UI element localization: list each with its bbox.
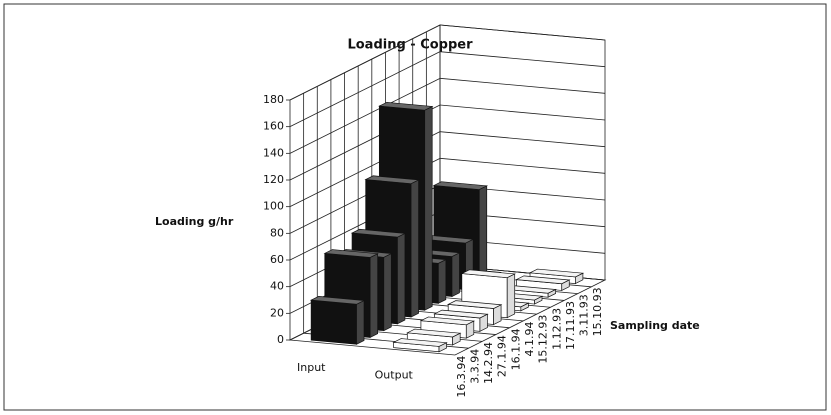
x-tick-label: Input bbox=[297, 361, 326, 374]
z-tick-label: 1.12.93 bbox=[550, 308, 563, 350]
bar-side bbox=[478, 185, 488, 284]
bar-side bbox=[397, 232, 406, 325]
x-tick-label: Output bbox=[375, 368, 414, 381]
grid-line bbox=[289, 51, 441, 128]
bar-top bbox=[433, 309, 489, 319]
grid-line bbox=[439, 77, 606, 94]
bar bbox=[392, 338, 448, 353]
bar-side bbox=[410, 179, 419, 318]
frame bbox=[3, 3, 827, 411]
bar bbox=[309, 296, 366, 345]
y-tick-label: 180 bbox=[263, 93, 284, 106]
y-tick-label: 80 bbox=[270, 226, 284, 239]
bar-top bbox=[350, 228, 407, 238]
z-tick-label: 15.12.93 bbox=[537, 315, 550, 364]
bar-top bbox=[406, 328, 462, 338]
y-tick-label: 140 bbox=[263, 146, 284, 159]
bar-side bbox=[424, 105, 433, 311]
y-tick-label: 120 bbox=[263, 173, 284, 186]
bar-top bbox=[419, 316, 476, 326]
bar-top bbox=[460, 269, 516, 279]
z-tick-label: 27.1.94 bbox=[496, 335, 509, 377]
z-tick-label: 14.2.94 bbox=[482, 342, 495, 384]
bar-top bbox=[392, 338, 448, 347]
chart-title: Loading - Copper bbox=[347, 38, 473, 53]
bar-top bbox=[364, 175, 420, 185]
bar-top bbox=[446, 300, 503, 309]
bar-top bbox=[323, 249, 379, 258]
bar-top bbox=[432, 181, 489, 190]
y-tick-label: 100 bbox=[263, 200, 284, 213]
grid-line bbox=[289, 24, 441, 101]
z-tick-label: 4.1.94 bbox=[523, 322, 536, 357]
y-tick-label: 160 bbox=[263, 120, 284, 133]
grid-line bbox=[289, 77, 441, 154]
z-tick-label: 17.11.93 bbox=[564, 301, 577, 350]
z-tick-label: 15.10.93 bbox=[591, 287, 604, 336]
bar-side bbox=[383, 252, 392, 332]
bar-side bbox=[506, 273, 516, 319]
bar-side bbox=[369, 253, 379, 339]
bar-side bbox=[437, 259, 447, 304]
z-tick-label: 3.3.94 bbox=[468, 349, 481, 384]
y-axis-label: Loading g/hr bbox=[155, 215, 234, 228]
y-tick-label: 40 bbox=[270, 280, 284, 293]
y-tick-label: 0 bbox=[277, 333, 284, 346]
grid-line bbox=[439, 157, 606, 174]
grid-line bbox=[439, 51, 606, 68]
y-tick-label: 20 bbox=[270, 306, 284, 319]
grid-line bbox=[439, 104, 606, 121]
bar-front bbox=[310, 299, 357, 345]
grid-line bbox=[439, 24, 606, 41]
y-tick-label: 60 bbox=[270, 253, 284, 266]
z-tick-label: 16.1.94 bbox=[509, 328, 522, 370]
grid-line bbox=[439, 131, 606, 148]
z-tick-label: 16.3.94 bbox=[455, 356, 468, 398]
bar-top bbox=[309, 296, 366, 305]
bar bbox=[515, 275, 571, 291]
bar-top bbox=[515, 275, 571, 285]
bar-top bbox=[528, 268, 585, 278]
z-tick-label: 3.11.93 bbox=[578, 294, 591, 336]
bar-side bbox=[451, 252, 460, 298]
bar-side bbox=[356, 299, 365, 345]
z-axis-label: Sampling date bbox=[610, 319, 700, 332]
bar-top bbox=[378, 101, 434, 111]
